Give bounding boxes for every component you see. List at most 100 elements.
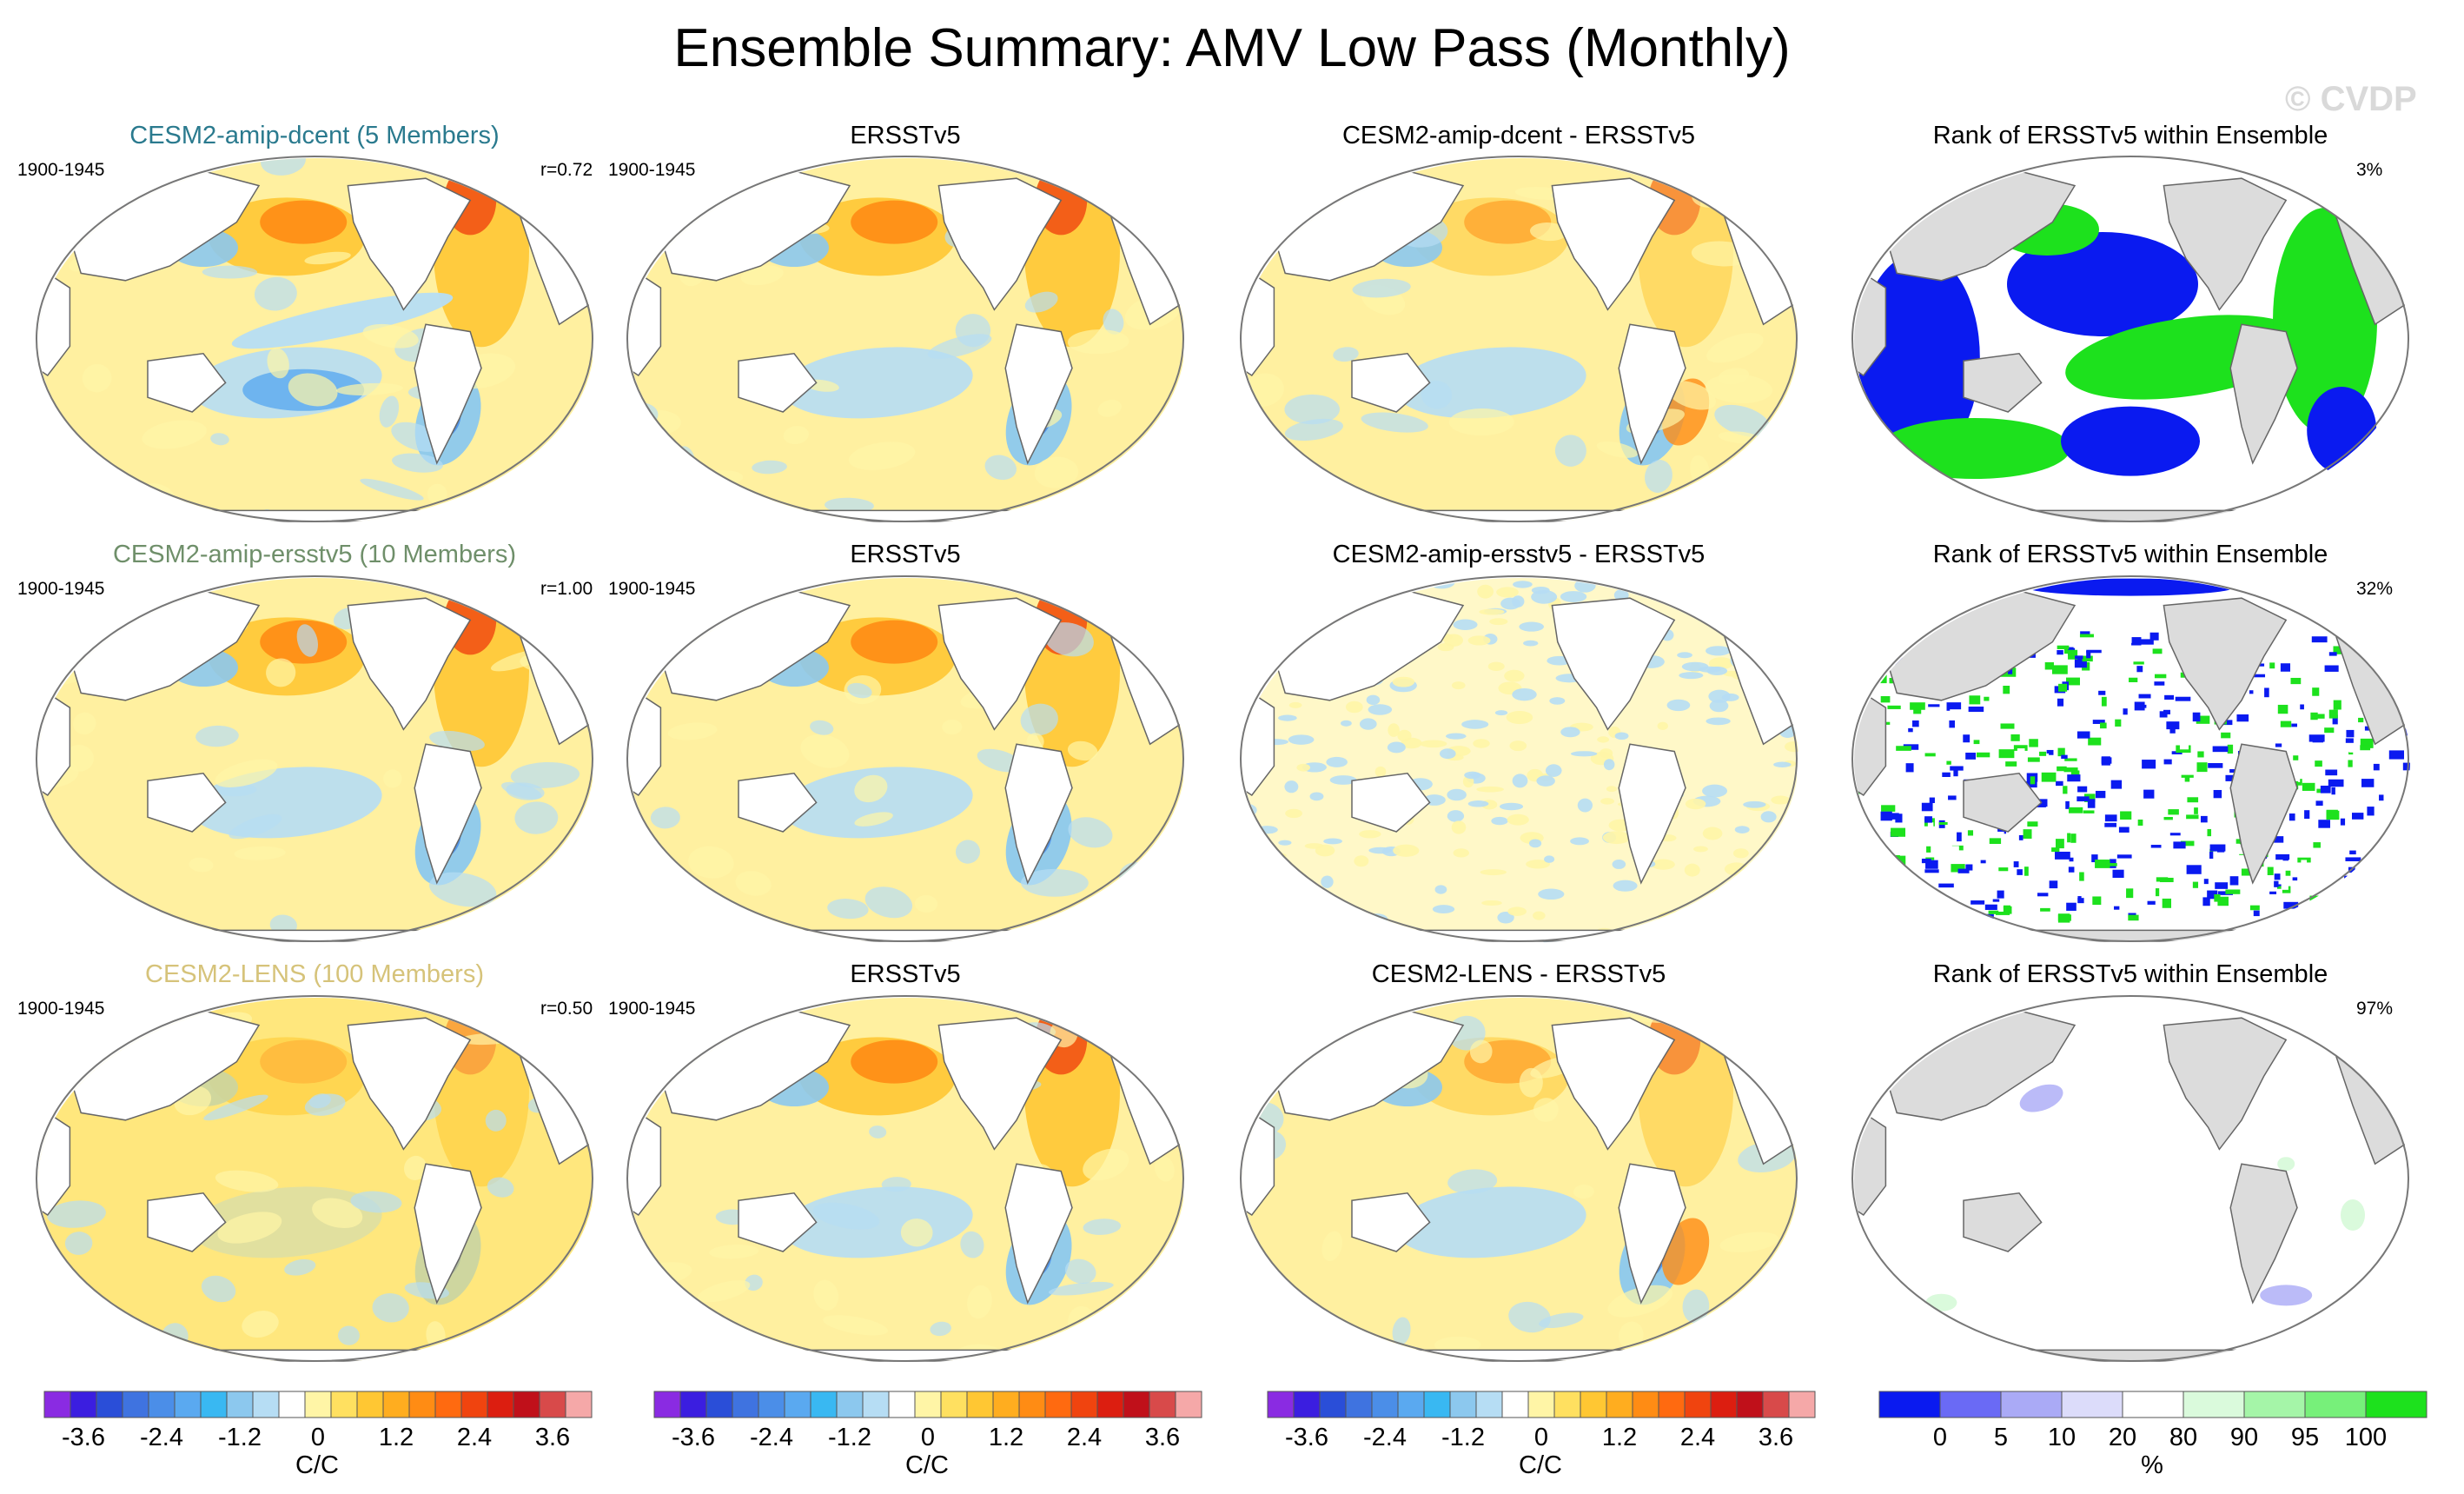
rank-cell bbox=[2115, 719, 2122, 727]
anomaly-region bbox=[362, 323, 419, 349]
rank-cell bbox=[1997, 769, 2007, 777]
anomaly-region bbox=[86, 158, 109, 164]
anomaly-region bbox=[1657, 910, 1686, 925]
colorbar-tick: 1.2 bbox=[1601, 1424, 1638, 1451]
anomaly-region bbox=[1284, 394, 1340, 425]
anomaly-region bbox=[1285, 808, 1302, 819]
colorbar-swatch bbox=[96, 1391, 123, 1418]
anomaly-region bbox=[1068, 817, 1113, 848]
rank-cell bbox=[2088, 737, 2102, 746]
anomaly-region bbox=[1103, 309, 1124, 335]
rank-cell bbox=[2058, 683, 2068, 692]
rank-cell bbox=[2138, 639, 2154, 645]
rank-cell bbox=[1913, 704, 1922, 714]
anomaly-region bbox=[1528, 839, 1542, 848]
anomaly-region bbox=[1453, 619, 1478, 631]
land-mass bbox=[1004, 323, 1073, 465]
rank-cell bbox=[2154, 681, 2165, 686]
colorbar-tick: 2.4 bbox=[1066, 1424, 1103, 1451]
anomaly-region bbox=[1523, 640, 1539, 647]
stat-label: r=0.72 bbox=[540, 160, 593, 180]
anomaly-region bbox=[1446, 733, 1467, 740]
rank-cell bbox=[1976, 752, 1990, 758]
rank-cell bbox=[2057, 645, 2070, 649]
anomaly-region bbox=[229, 813, 282, 840]
anomaly-region bbox=[1544, 855, 1555, 863]
colorbar-swatch bbox=[408, 1391, 436, 1418]
rank-cell bbox=[2027, 757, 2040, 762]
anomaly-region bbox=[1743, 800, 1766, 808]
land-mass bbox=[738, 352, 818, 413]
anomaly-region bbox=[1666, 936, 1690, 943]
anomaly-region bbox=[1702, 827, 1723, 840]
anomaly-region bbox=[1529, 222, 1567, 242]
rank-cell bbox=[2222, 763, 2231, 767]
anomaly-region bbox=[308, 1093, 331, 1109]
anomaly-region bbox=[1750, 866, 1767, 879]
rank-cell bbox=[2300, 704, 2304, 710]
rank-cell bbox=[2379, 794, 2384, 801]
ocean-field bbox=[38, 998, 593, 1361]
land-mass bbox=[1551, 1017, 1676, 1151]
rank-cell bbox=[2069, 807, 2083, 813]
anomaly-region bbox=[1538, 888, 1565, 900]
rank-cell bbox=[2200, 815, 2208, 823]
anomaly-region bbox=[429, 730, 485, 752]
anomaly-region bbox=[1519, 621, 1545, 632]
colorbar-tick: -1.2 bbox=[828, 1424, 871, 1451]
anomaly-region bbox=[1771, 795, 1791, 805]
rank-cell bbox=[2106, 903, 2118, 913]
anomaly-region bbox=[429, 872, 497, 907]
rank-cell bbox=[2092, 896, 2102, 906]
anomaly-region bbox=[1494, 710, 1508, 716]
rank-cell bbox=[2280, 663, 2291, 672]
anomaly-region bbox=[1526, 860, 1550, 869]
colorbar-swatch bbox=[705, 1391, 733, 1418]
map-outline bbox=[1851, 575, 2409, 942]
land-mass bbox=[147, 1192, 227, 1252]
rank-cell bbox=[2207, 828, 2212, 837]
anomaly-region bbox=[688, 846, 734, 879]
rank-cell bbox=[1928, 704, 1940, 707]
rank-cell bbox=[1942, 772, 1951, 777]
anomaly-region bbox=[64, 1232, 93, 1255]
anomaly-region bbox=[1256, 826, 1278, 834]
rank-cell bbox=[2040, 907, 2050, 912]
rank-cell bbox=[2285, 870, 2291, 876]
rank-cell bbox=[2332, 714, 2338, 725]
anomaly-region bbox=[1480, 869, 1507, 876]
colorbar-swatch bbox=[1606, 1391, 1633, 1418]
rank-cell bbox=[2328, 709, 2338, 719]
rank-cell bbox=[2186, 865, 2202, 874]
anomaly-region bbox=[813, 1279, 839, 1311]
anomaly-region bbox=[2260, 1285, 2313, 1306]
anomaly-region bbox=[38, 1002, 77, 1035]
anomaly-region bbox=[650, 1339, 692, 1357]
sst-colorbar bbox=[43, 1391, 593, 1418]
anomaly-region bbox=[1600, 798, 1615, 805]
anomaly-region bbox=[851, 620, 938, 664]
rank-cell bbox=[1926, 846, 1931, 853]
anomaly-region bbox=[1242, 588, 1267, 596]
rank-cell bbox=[2345, 738, 2354, 743]
rank-cell bbox=[2162, 898, 2172, 908]
anomaly-region bbox=[2019, 1084, 2063, 1112]
rank-cell bbox=[2162, 726, 2169, 733]
anomaly-region bbox=[1489, 618, 1508, 626]
rank-cell bbox=[1880, 696, 1891, 703]
anomaly-region bbox=[189, 857, 214, 873]
anomaly-region bbox=[1141, 998, 1185, 1023]
rank-cell bbox=[2160, 877, 2174, 883]
colorbar-swatch bbox=[1044, 1391, 1072, 1418]
rank-cell bbox=[2344, 875, 2351, 884]
anomaly-region bbox=[1706, 333, 1764, 363]
anomaly-region bbox=[1024, 291, 1058, 313]
rank-cell bbox=[2086, 650, 2091, 659]
rank-cell bbox=[2051, 665, 2068, 674]
anomaly-region bbox=[1434, 885, 1447, 894]
anomaly-region bbox=[1350, 919, 1374, 933]
period-label: 1900-1945 bbox=[17, 579, 105, 599]
land-mass bbox=[1341, 509, 1697, 522]
anomaly-region bbox=[501, 781, 542, 800]
anomaly-region bbox=[1278, 714, 1297, 721]
